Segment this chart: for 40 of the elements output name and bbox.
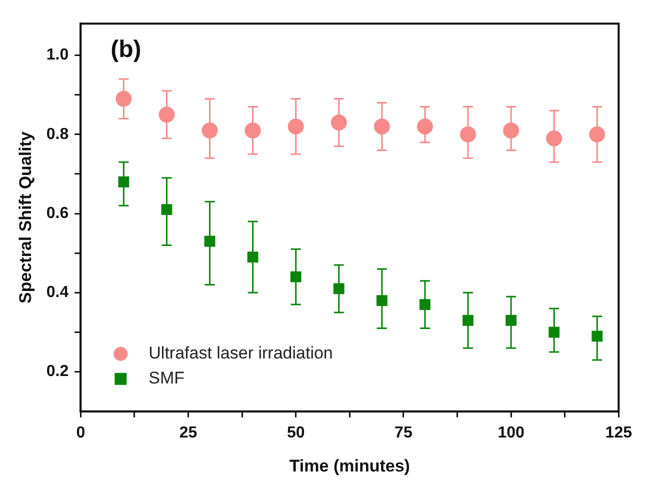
point xyxy=(589,126,606,142)
point xyxy=(592,330,603,342)
y-tick-label: 1.0 xyxy=(46,46,69,64)
point xyxy=(376,295,388,306)
point xyxy=(244,122,261,138)
x-tick-label: 50 xyxy=(286,424,305,442)
point xyxy=(288,118,304,134)
point xyxy=(247,252,258,263)
point xyxy=(506,314,516,326)
y-tick-label: 0.2 xyxy=(46,363,69,380)
y-tick-label: 0.6 xyxy=(46,204,69,222)
x-axis-title: Time (minutes) xyxy=(289,456,410,476)
point xyxy=(503,122,520,138)
annotation: (b) xyxy=(110,36,142,64)
point xyxy=(161,204,172,216)
point xyxy=(116,90,132,107)
point xyxy=(158,106,175,123)
point xyxy=(462,314,474,326)
x-tick-label: 25 xyxy=(179,424,198,442)
point xyxy=(548,326,560,338)
point xyxy=(202,122,218,138)
point xyxy=(416,118,433,134)
x-tick-label: 100 xyxy=(498,424,524,442)
point xyxy=(330,114,347,131)
y-tick-label: 0.4 xyxy=(46,284,69,302)
point xyxy=(460,126,476,142)
point xyxy=(420,299,430,310)
point xyxy=(118,176,130,188)
x-tick-label: 0 xyxy=(76,424,86,442)
point xyxy=(290,271,302,282)
y-axis-title: Spectral Shift Quality xyxy=(16,131,35,304)
y-tick-label: 0.8 xyxy=(46,126,69,143)
point xyxy=(333,283,344,294)
x-tick-label: 75 xyxy=(394,424,412,442)
legend-label: SMF xyxy=(148,368,185,388)
point xyxy=(204,236,216,247)
point xyxy=(546,130,562,146)
legend-label: Ultrafast laser irradiation xyxy=(148,344,333,363)
x-tick-label: 125 xyxy=(605,424,632,442)
point xyxy=(374,118,390,134)
